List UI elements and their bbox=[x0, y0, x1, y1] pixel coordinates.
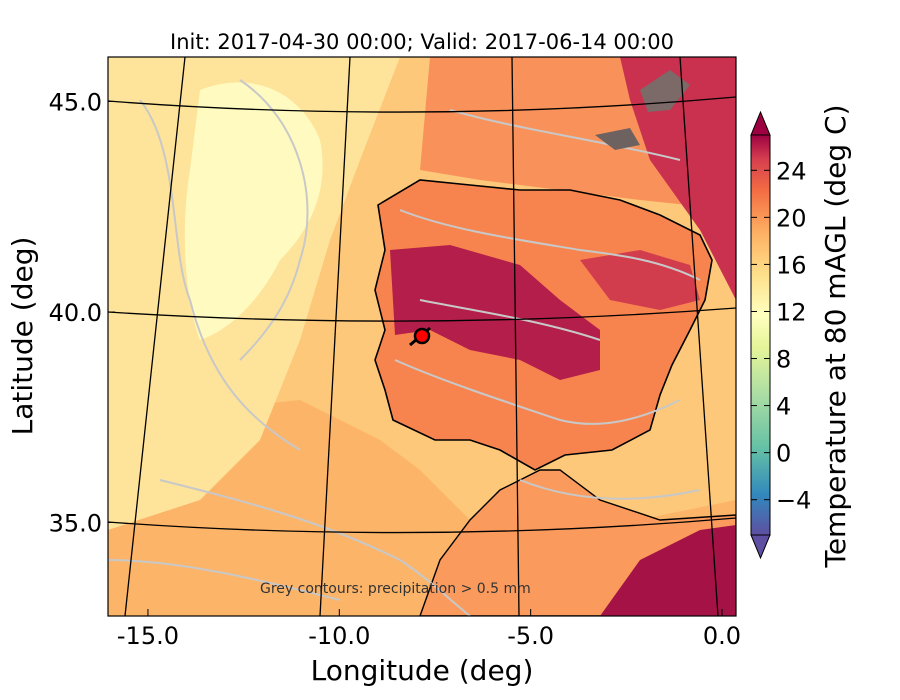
colorbar-tick-label: −4 bbox=[776, 487, 811, 515]
colorbar: −4 0 4 8 12 16 20 24 Temperature at 80 mAGL (de… bbox=[750, 104, 852, 569]
precip-annotation: Grey contours: precipitation > 0.5 mm bbox=[260, 581, 531, 597]
colorbar-tick-label: 20 bbox=[776, 204, 807, 232]
colorbar-label: Temperature at 80 mAGL (deg C) bbox=[819, 104, 852, 568]
figure-title: Init: 2017-04-30 00:00; Valid: 2017-06-1… bbox=[170, 30, 674, 54]
northeast-hot-region bbox=[580, 250, 700, 310]
alps-cold-patch bbox=[640, 70, 690, 112]
y-tick-label: 40.0 bbox=[49, 299, 102, 327]
africa-hot-region bbox=[600, 525, 736, 616]
colorbar-tick-label: 24 bbox=[776, 157, 807, 185]
y-axis-ticks: 35.0 40.0 45.0 bbox=[49, 89, 115, 538]
x-tick-label: -5.0 bbox=[507, 622, 554, 650]
pyrenees-cold-patch bbox=[595, 128, 640, 150]
colorbar-gradient bbox=[751, 135, 770, 535]
map-frame bbox=[107, 56, 737, 617]
colorbar-tick-label: 8 bbox=[776, 346, 791, 374]
graticule bbox=[108, 57, 736, 616]
x-tick-label: -15.0 bbox=[117, 622, 179, 650]
y-tick-label: 45.0 bbox=[49, 89, 102, 117]
map-panel: Grey contours: precipitation > 0.5 mm bbox=[108, 57, 736, 616]
colorbar-frame bbox=[750, 134, 771, 536]
site-marker bbox=[413, 327, 431, 345]
y-axis-label: Latitude (deg) bbox=[6, 237, 39, 436]
colorbar-extend-max bbox=[750, 110, 771, 136]
colorbar-tick-label: 0 bbox=[776, 440, 791, 468]
x-tick-label: -10.0 bbox=[308, 622, 370, 650]
colorbar-tick-label: 16 bbox=[776, 251, 807, 279]
gulf-of-lion-hot bbox=[620, 57, 736, 300]
cool-water-patch bbox=[184, 82, 323, 340]
colorbar-tick-label: 12 bbox=[776, 298, 807, 326]
x-axis-ticks: -15.0 -10.0 -5.0 0.0 bbox=[117, 609, 741, 650]
x-tick-label: 0.0 bbox=[703, 622, 741, 650]
x-axis-label: Longitude (deg) bbox=[311, 654, 534, 687]
y-tick-label: 35.0 bbox=[49, 510, 102, 538]
precipitation-contours bbox=[108, 79, 701, 616]
colorbar-tick-label: 4 bbox=[776, 393, 791, 421]
colorbar-extend-min bbox=[750, 534, 771, 560]
colorbar-ticks: −4 0 4 8 12 16 20 24 bbox=[751, 157, 811, 515]
central-hot-region bbox=[390, 245, 600, 380]
